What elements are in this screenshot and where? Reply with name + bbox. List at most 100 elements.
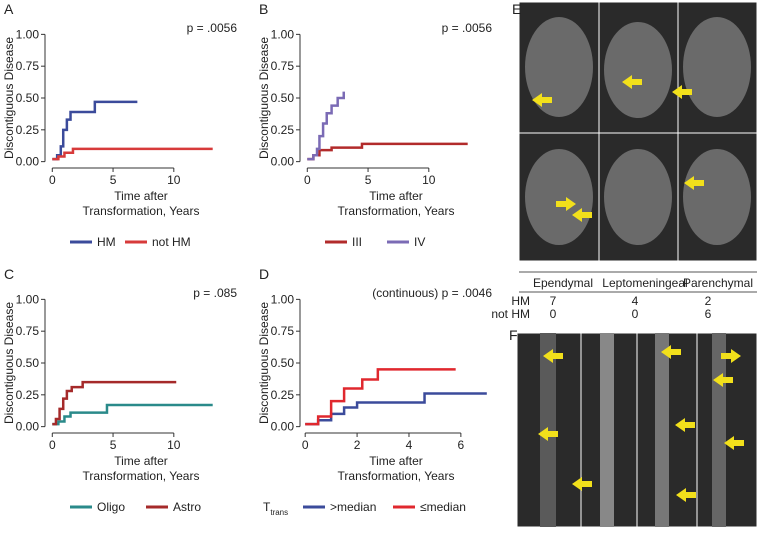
survival-curve bbox=[52, 147, 213, 161]
y-tick-label: 0.50 bbox=[271, 91, 295, 105]
table-cell: 2 bbox=[705, 294, 712, 308]
x-axis-label: Transformation, Years bbox=[83, 469, 200, 483]
mri-image bbox=[696, 332, 758, 528]
table-header: Parenchymal bbox=[683, 276, 753, 290]
x-tick-label: 10 bbox=[167, 173, 181, 187]
y-tick-label: 0.75 bbox=[16, 324, 40, 338]
y-tick-label: 0.25 bbox=[16, 123, 40, 137]
y-tick-label: 1.00 bbox=[271, 292, 295, 306]
row-label: not HM bbox=[491, 307, 530, 321]
table-cell: 6 bbox=[705, 307, 712, 321]
survival-curve bbox=[52, 403, 213, 426]
survival-curve bbox=[52, 100, 138, 161]
mri-image bbox=[683, 149, 751, 245]
y-tick-label: 0.50 bbox=[16, 356, 40, 370]
legend-label: ≤median bbox=[420, 500, 466, 514]
y-tick-label: 0.00 bbox=[271, 420, 295, 434]
panel-label: D bbox=[259, 266, 269, 282]
mri-grid-f bbox=[516, 332, 758, 528]
survival-curve bbox=[307, 142, 468, 161]
y-tick-label: 0.00 bbox=[271, 155, 295, 169]
legend-title: T bbox=[263, 500, 271, 514]
y-tick-label: 1.00 bbox=[16, 27, 40, 41]
x-tick-label: 5 bbox=[110, 173, 117, 187]
legend-label: not HM bbox=[152, 235, 191, 249]
x-axis-label: Time after bbox=[369, 189, 423, 203]
y-tick-label: 0.25 bbox=[271, 123, 295, 137]
x-tick-label: 0 bbox=[302, 438, 309, 452]
x-tick-label: 10 bbox=[167, 438, 181, 452]
y-axis-label: Discontiguous Disease bbox=[2, 37, 16, 159]
table-cell: 0 bbox=[550, 307, 557, 321]
table-header: Ependymal bbox=[533, 276, 593, 290]
y-tick-label: 0.75 bbox=[271, 59, 295, 73]
legend-label: HM bbox=[97, 235, 116, 249]
legend-title: Ttrans bbox=[263, 500, 288, 517]
legend-label: Oligo bbox=[97, 500, 125, 514]
x-tick-label: 10 bbox=[422, 173, 436, 187]
y-axis-label: Discontiguous Disease bbox=[257, 302, 271, 424]
spine bbox=[712, 333, 726, 527]
y-tick-label: 0.25 bbox=[16, 388, 40, 402]
x-tick-label: 0 bbox=[49, 173, 56, 187]
annotation: (continuous) p = .0046 bbox=[372, 286, 492, 300]
legend-title-sub: trans bbox=[270, 508, 288, 517]
table-cell: 4 bbox=[632, 294, 639, 308]
y-tick-label: 0.50 bbox=[16, 91, 40, 105]
arrows bbox=[538, 345, 744, 502]
y-tick-label: 0.75 bbox=[271, 324, 295, 338]
mri-image bbox=[604, 22, 672, 118]
spine bbox=[655, 333, 669, 527]
panel-label: A bbox=[4, 1, 14, 17]
table-header: Leptomeningeal bbox=[602, 276, 687, 290]
x-axis-label: Transformation, Years bbox=[83, 204, 200, 218]
x-axis-label: Time after bbox=[369, 454, 423, 468]
y-tick-label: 1.00 bbox=[271, 27, 295, 41]
mri-image bbox=[604, 149, 672, 245]
x-tick-label: 6 bbox=[458, 438, 465, 452]
survival-curve bbox=[307, 91, 345, 161]
legend-label: IV bbox=[414, 235, 425, 249]
y-tick-label: 0.25 bbox=[271, 388, 295, 402]
y-tick-label: 0.75 bbox=[16, 59, 40, 73]
panel-label: B bbox=[259, 1, 268, 17]
panel-label: F bbox=[509, 327, 518, 343]
x-tick-label: 4 bbox=[406, 438, 413, 452]
annotation: p = .0056 bbox=[187, 21, 238, 35]
annotation: p = .0056 bbox=[442, 21, 493, 35]
legend-label: Astro bbox=[173, 500, 201, 514]
annotation: p = .085 bbox=[193, 286, 237, 300]
legend-label: III bbox=[352, 235, 362, 249]
x-tick-label: 0 bbox=[49, 438, 56, 452]
row-label: HM bbox=[511, 294, 530, 308]
spine bbox=[600, 333, 614, 527]
legend-label: >median bbox=[330, 500, 376, 514]
x-tick-label: 2 bbox=[354, 438, 361, 452]
mri-image bbox=[683, 17, 751, 117]
x-axis-label: Time after bbox=[114, 454, 168, 468]
table-cell: 7 bbox=[550, 294, 557, 308]
survival-curve bbox=[305, 368, 456, 426]
x-axis-label: Transformation, Years bbox=[338, 204, 455, 218]
panel-label: C bbox=[4, 266, 14, 282]
table-cell: 0 bbox=[632, 307, 639, 321]
survival-curve bbox=[52, 380, 177, 426]
y-tick-label: 0.00 bbox=[16, 155, 40, 169]
y-tick-label: 0.00 bbox=[16, 420, 40, 434]
y-tick-label: 0.50 bbox=[271, 356, 295, 370]
arrows bbox=[532, 75, 704, 222]
mri-image bbox=[525, 17, 593, 117]
x-tick-label: 5 bbox=[110, 438, 117, 452]
y-axis-label: Discontiguous Disease bbox=[2, 302, 16, 424]
mri-image bbox=[525, 149, 593, 245]
y-tick-label: 1.00 bbox=[16, 292, 40, 306]
x-axis-label: Time after bbox=[114, 189, 168, 203]
mri-grid-e bbox=[518, 1, 758, 262]
x-axis-label: Transformation, Years bbox=[338, 469, 455, 483]
x-tick-label: 5 bbox=[365, 173, 372, 187]
panel-label: E bbox=[512, 1, 521, 17]
survival-curve bbox=[305, 392, 487, 426]
y-axis-label: Discontiguous Disease bbox=[257, 37, 271, 159]
